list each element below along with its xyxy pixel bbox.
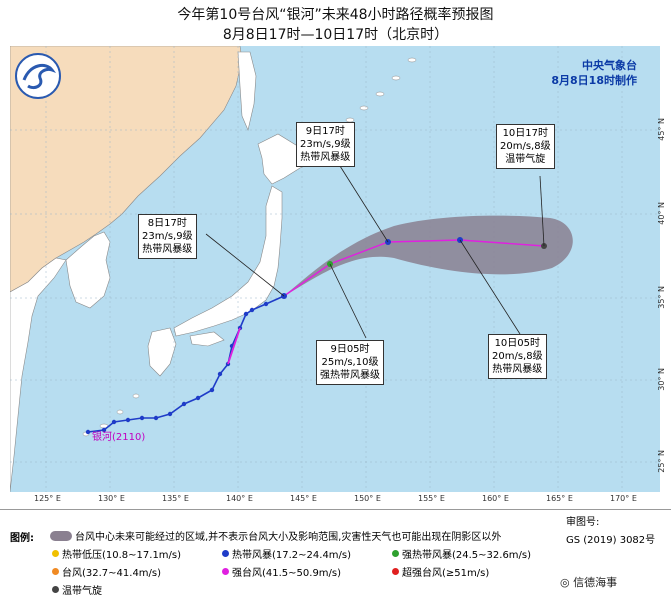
callout-wind: 25m/s,10级 xyxy=(321,357,379,368)
legend-item: 热带低压(10.8~17.1m/s) xyxy=(52,546,181,561)
lon-label: 160° E xyxy=(482,494,509,503)
lon-label: 125° E xyxy=(34,494,61,503)
forecast-map xyxy=(10,46,660,492)
legend-item: 台风(32.7~41.4m/s) xyxy=(52,564,161,579)
map-subtitle: 8月8日17时—10日17时（北京时） xyxy=(222,27,449,43)
korea xyxy=(65,231,111,309)
lon-label: 150° E xyxy=(354,494,381,503)
legend-cone-item: 台风中心未来可能经过的区域,并不表示台风大小及影响范围,灾害性天气也可能出现在阴… xyxy=(50,528,501,543)
honshu xyxy=(173,185,283,337)
lat-label: 40° N xyxy=(657,202,666,225)
cma-logo xyxy=(15,53,61,99)
shikoku xyxy=(189,331,225,347)
probability-cone xyxy=(284,215,573,296)
dot-icon xyxy=(222,550,229,557)
lat-label: 30° N xyxy=(657,368,666,391)
storm-code: (2110) xyxy=(112,432,146,443)
dot-icon xyxy=(222,568,229,575)
china-coast xyxy=(10,257,67,492)
callout-9d05: 9日05时 25m/s,10级 强热带风暴级 xyxy=(316,340,384,385)
callout-time: 9日17时 xyxy=(305,126,345,137)
callout-wind: 20m/s,8级 xyxy=(492,351,543,362)
agency-block: 中央气象台 8月8日18时制作 xyxy=(551,58,637,88)
storm-label: 银河(2110) xyxy=(92,428,145,443)
callout-wind: 20m/s,8级 xyxy=(500,141,551,152)
lon-label: 135° E xyxy=(162,494,189,503)
review-block: 审图号: GS (2019) 3082号 xyxy=(566,514,655,550)
cone-swatch xyxy=(50,530,72,541)
hokkaido xyxy=(257,133,315,185)
callout-wind: 23m/s,9级 xyxy=(142,231,193,242)
legend-cone-text: 台风中心未来可能经过的区域,并不表示台风大小及影响范围,灾害性天气也可能出现在阴… xyxy=(75,532,502,543)
leader-lines xyxy=(205,165,545,339)
storm-name: 银河 xyxy=(92,432,112,443)
dot-icon xyxy=(392,568,399,575)
issue-time: 8月8日18时制作 xyxy=(551,74,637,87)
lon-label: 155° E xyxy=(418,494,445,503)
dot-icon xyxy=(52,586,59,593)
lat-label: 35° N xyxy=(657,286,666,309)
review-label: 审图号: xyxy=(566,517,600,528)
legend-item: 热带风暴(17.2~24.4m/s) xyxy=(222,546,351,561)
legend-item: 强热带风暴(24.5~32.6m/s) xyxy=(392,546,531,561)
dot-icon xyxy=(392,550,399,557)
track-segment-magenta xyxy=(227,327,241,365)
kyushu xyxy=(147,327,177,377)
callout-time: 9日05时 xyxy=(330,344,370,355)
dot-icon xyxy=(52,568,59,575)
callout-9d17: 9日17时 23m/s,9级 热带风暴级 xyxy=(296,122,355,167)
callout-level: 温带气旋 xyxy=(505,154,546,165)
legend-item: 强台风(41.5~50.9m/s) xyxy=(222,564,341,579)
callout-time: 10日05时 xyxy=(494,338,541,349)
sakhalin xyxy=(237,51,257,131)
lon-label: 165° E xyxy=(546,494,573,503)
review-code: GS (2019) 3082号 xyxy=(566,535,656,546)
callout-10d17: 10日17时 20m/s,8级 温带气旋 xyxy=(496,124,555,169)
callout-wind: 23m/s,9级 xyxy=(300,139,351,150)
wechat-icon: ◎ xyxy=(560,576,570,589)
watermark-text: 信德海事 xyxy=(573,576,618,589)
agency-name: 中央气象台 xyxy=(582,59,637,72)
callout-level: 强热带风暴级 xyxy=(320,370,380,381)
callout-10d05: 10日05时 20m/s,8级 热带风暴级 xyxy=(488,334,547,379)
map-title: 今年第10号台风“银河”未来48小时路径概率预报图 xyxy=(177,7,494,23)
lat-label: 25° N xyxy=(657,450,666,473)
dot-icon xyxy=(52,550,59,557)
callout-8d17: 8日17时 23m/s,9级 热带风暴级 xyxy=(138,214,197,259)
callout-time: 8日17时 xyxy=(147,218,187,229)
watermark: ◎ 信德海事 xyxy=(560,574,617,590)
lon-label: 140° E xyxy=(226,494,253,503)
lon-label: 170° E xyxy=(610,494,637,503)
callout-level: 热带风暴级 xyxy=(492,364,543,375)
lat-label: 45° N xyxy=(657,118,666,141)
callout-level: 热带风暴级 xyxy=(300,152,351,163)
lon-label: 145° E xyxy=(290,494,317,503)
legend-item: 温带气旋 xyxy=(52,582,102,597)
lon-label: 130° E xyxy=(98,494,125,503)
callout-level: 热带风暴级 xyxy=(142,244,193,255)
legend-title: 图例: xyxy=(10,533,34,544)
callout-time: 10日17时 xyxy=(502,128,549,139)
legend: 图例: 台风中心未来可能经过的区域,并不表示台风大小及影响范围,灾害性天气也可能… xyxy=(0,509,671,607)
legend-item: 超强台风(≥51m/s) xyxy=(392,564,489,579)
